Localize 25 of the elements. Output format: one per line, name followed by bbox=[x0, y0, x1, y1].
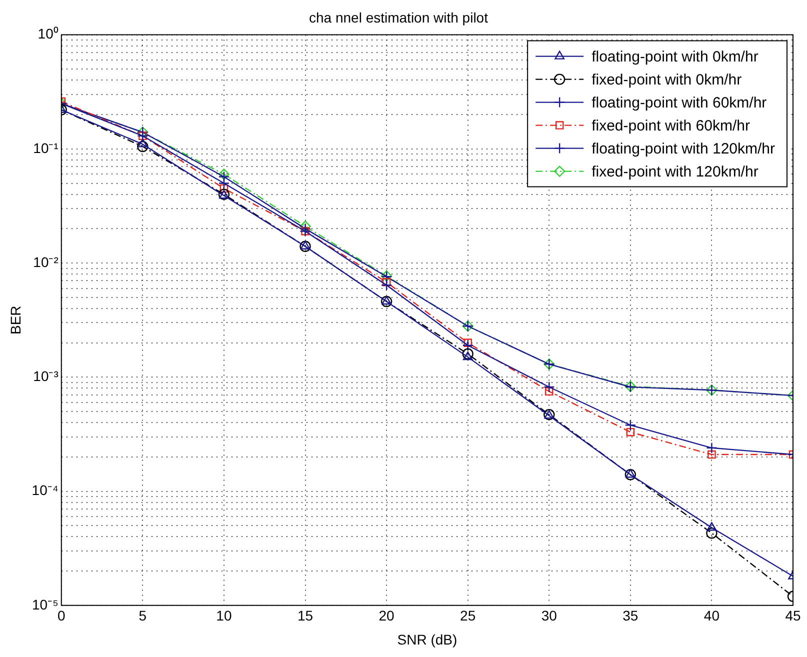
x-tick-label: 0 bbox=[57, 608, 66, 624]
x-tick-label: 25 bbox=[460, 608, 476, 624]
y-axis-title: BER bbox=[7, 306, 24, 334]
y-tick-label: 10⁻⁴ bbox=[32, 482, 58, 498]
legend-label: floating-point with 0km/hr bbox=[592, 48, 758, 66]
legend-label: fixed-point with 60km/hr bbox=[592, 117, 750, 134]
legend-label: floating-point with 120km/hr bbox=[592, 140, 776, 158]
x-tick-label: 45 bbox=[785, 608, 801, 624]
x-tick-label: 40 bbox=[704, 608, 720, 624]
chart-title: cha nnel estimation with pilot bbox=[309, 9, 488, 26]
y-tick-label: 10⁻¹ bbox=[33, 140, 59, 156]
y-tick-label: 10⁰ bbox=[38, 26, 58, 42]
y-tick-label: 10⁻³ bbox=[33, 368, 59, 384]
x-tick-label: 35 bbox=[622, 608, 638, 624]
legend-label: fixed-point with 0km/hr bbox=[592, 71, 742, 88]
x-tick-label: 20 bbox=[378, 608, 395, 624]
x-tick-label: 15 bbox=[297, 608, 314, 624]
x-tick-label: 10 bbox=[216, 608, 232, 624]
x-tick-label: 30 bbox=[541, 608, 558, 624]
x-axis-title: SNR (dB) bbox=[397, 631, 458, 648]
y-tick-label: 10⁻² bbox=[33, 254, 59, 270]
x-tick-label: 5 bbox=[138, 608, 147, 624]
legend-label: floating-point with 60km/hr bbox=[592, 94, 767, 112]
legend-label: fixed-point with 120km/hr bbox=[592, 163, 758, 180]
y-tick-label: 10⁻⁵ bbox=[32, 596, 58, 612]
